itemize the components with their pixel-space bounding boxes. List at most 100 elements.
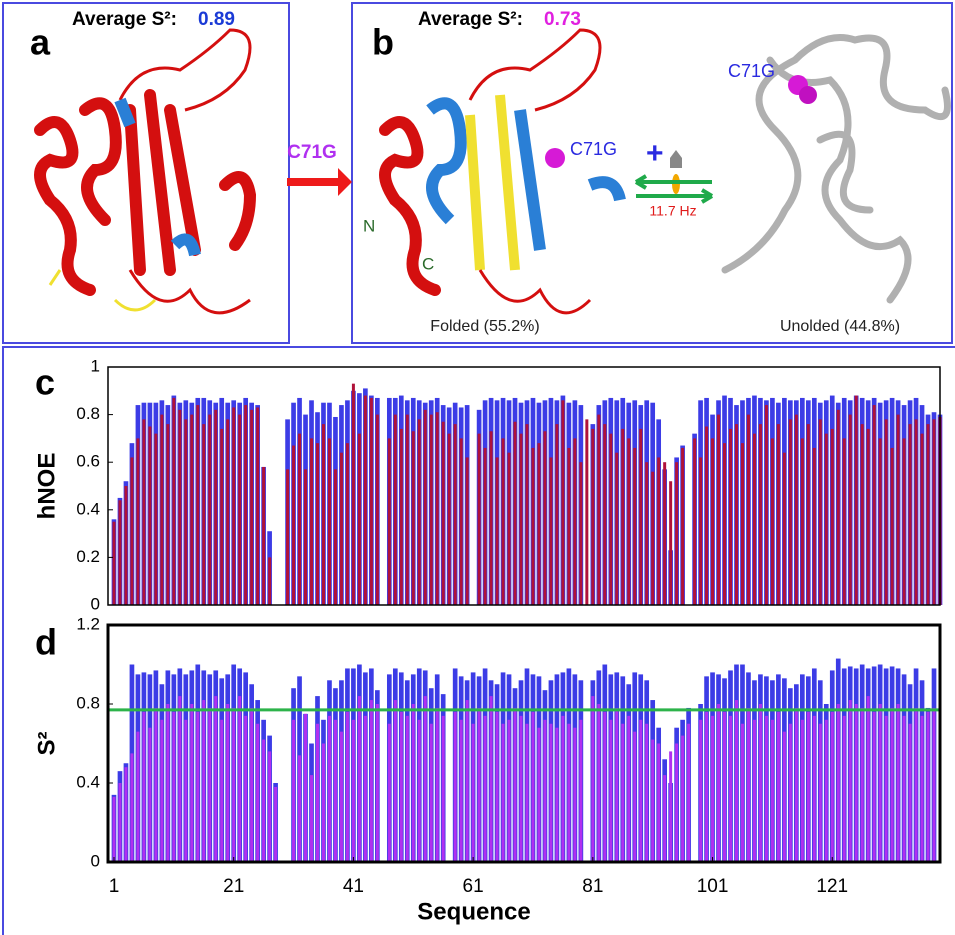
bar: [567, 723, 571, 862]
bar: [118, 500, 122, 605]
x-tick-label: 41: [343, 876, 364, 897]
bar: [393, 700, 397, 862]
folded-structure: [379, 28, 626, 315]
equilibrium-arrow: [634, 174, 714, 204]
bar: [310, 438, 314, 605]
x-tick-label: 121: [816, 876, 848, 897]
bar: [238, 696, 242, 862]
bar: [681, 735, 685, 862]
bar: [130, 457, 134, 605]
bar: [232, 707, 236, 862]
bar: [483, 715, 487, 862]
bar: [800, 719, 804, 862]
bar: [932, 419, 936, 605]
bar: [316, 443, 319, 605]
bar: [920, 715, 924, 862]
bar: [531, 447, 535, 605]
bar: [633, 731, 637, 862]
bar: [872, 405, 876, 605]
bar: [507, 452, 511, 605]
bar: [752, 719, 756, 862]
rate-label: 11.7 Hz: [649, 203, 696, 219]
bar: [818, 723, 822, 862]
bar: [112, 521, 116, 605]
lower-box: [2, 346, 955, 935]
bar: [154, 707, 158, 862]
bar: [669, 751, 673, 862]
bar: [812, 447, 816, 605]
bar: [345, 711, 349, 862]
y-tick-label: 1: [91, 356, 100, 375]
bar: [812, 715, 816, 862]
bar: [465, 457, 469, 605]
bar: [597, 414, 601, 605]
bar: [483, 447, 487, 605]
bar: [830, 428, 834, 605]
bar: [333, 469, 337, 605]
bar: [321, 424, 325, 605]
bar: [184, 719, 188, 862]
y-tick-label: 0.2: [76, 547, 100, 566]
bar: [639, 719, 643, 862]
ligand-icon: [670, 150, 682, 168]
bar: [639, 428, 643, 605]
bar: [477, 707, 481, 862]
bar: [292, 719, 296, 862]
bar: [447, 433, 451, 605]
bar: [776, 424, 780, 605]
bar: [914, 419, 918, 605]
bar: [752, 433, 756, 605]
mutation-site: C71G: [570, 139, 617, 159]
bar: [262, 466, 266, 605]
bar: [220, 428, 224, 605]
bar: [112, 796, 116, 862]
bar: [651, 739, 655, 862]
bar: [890, 447, 894, 605]
bar: [369, 397, 373, 605]
state-label: Folded (55.2%): [430, 318, 539, 335]
bar: [178, 409, 182, 605]
bar: [591, 428, 595, 605]
bar: [387, 723, 391, 862]
n-terminus: N: [363, 216, 375, 235]
bar: [770, 719, 774, 862]
bar: [256, 407, 260, 605]
y-tick-label: 0.8: [76, 693, 100, 712]
bar: [603, 711, 607, 862]
x-axis-label: Sequence: [417, 898, 530, 925]
bar: [411, 431, 415, 605]
bar: [495, 711, 499, 862]
bar: [495, 457, 499, 605]
bar: [387, 438, 391, 605]
bar: [459, 719, 463, 862]
bar: [842, 438, 846, 605]
bar: [884, 419, 888, 605]
bar: [591, 696, 595, 862]
bar: [627, 438, 631, 605]
bar: [310, 775, 314, 862]
bar: [621, 723, 625, 862]
bar: [477, 433, 481, 605]
bar: [878, 704, 882, 862]
bar: [926, 424, 930, 605]
bar: [196, 405, 200, 605]
bar: [902, 715, 906, 862]
bar: [645, 723, 649, 862]
bar: [292, 445, 296, 605]
panel-label: b: [372, 22, 394, 63]
bar: [202, 424, 206, 605]
bar: [537, 727, 541, 862]
bar: [172, 397, 176, 605]
bar: [202, 700, 206, 862]
panel-label: a: [30, 22, 51, 63]
bar: [399, 711, 403, 862]
bar: [429, 414, 433, 605]
bar: [824, 719, 828, 862]
bar: [681, 447, 685, 605]
bar: [663, 775, 667, 862]
bar: [441, 715, 445, 862]
mutation-label: C71G: [287, 142, 337, 163]
bar: [890, 707, 894, 862]
bar: [136, 438, 140, 605]
bar: [543, 431, 547, 605]
